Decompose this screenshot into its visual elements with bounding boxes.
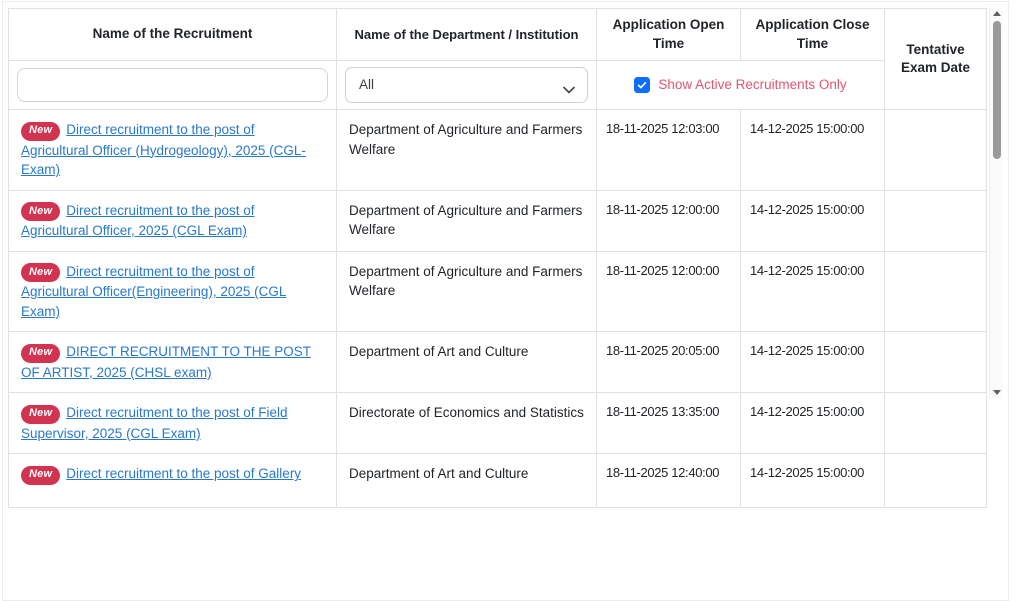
active-recruitments-label: Show Active Recruitments Only: [658, 76, 847, 92]
scrollbar-thumb[interactable]: [993, 21, 1001, 159]
tentative-date-cell: [884, 109, 987, 191]
open-time-cell: 18-11-2025 12:00:00: [596, 189, 741, 252]
open-time-cell: 18-11-2025 12:00:00: [596, 250, 741, 333]
department-cell: Directorate of Economics and Statistics: [336, 392, 597, 455]
recruitment-cell: New Direct recruitment to the post of Agr…: [8, 189, 337, 252]
close-time-cell: 14-12-2025 15:00:00: [740, 453, 885, 509]
close-time-cell: 14-12-2025 15:00:00: [740, 109, 885, 191]
col-header-department: Name of the Department / Institution: [336, 8, 597, 61]
recruitment-cell: New Direct recruitment to the post of Gal…: [8, 453, 337, 509]
new-badge: New: [21, 202, 61, 222]
col-header-tentative-exam-date: Tentative Exam Date: [884, 8, 987, 110]
recruitment-cell: New DIRECT RECRUITMENT TO THE POST OF ART…: [8, 331, 337, 394]
close-time-cell: 14-12-2025 15:00:00: [740, 392, 885, 455]
table-row: New Direct recruitment to the post of Agr…: [8, 189, 987, 252]
recruitment-search-input[interactable]: [17, 68, 328, 102]
col-header-recruitment: Name of the Recruitment: [8, 8, 337, 61]
tentative-line1: Tentative: [906, 41, 965, 57]
department-filter-selected-value: All: [359, 76, 375, 92]
table-row: New Direct recruitment to the post of Agr…: [8, 109, 987, 191]
open-time-cell: 18-11-2025 13:35:00: [596, 392, 741, 455]
recruitment-cell: New Direct recruitment to the post of Fie…: [8, 392, 337, 455]
new-badge: New: [21, 121, 61, 141]
close-time-cell: 14-12-2025 15:00:00: [740, 331, 885, 394]
recruitments-table: Name of the Recruitment Name of the Depa…: [8, 8, 987, 509]
col-header-close-time: Application Close Time: [740, 8, 885, 61]
department-cell: Department of Art and Culture: [336, 453, 597, 509]
recruitment-link[interactable]: DIRECT RECRUITMENT TO THE POST OF ARTIST…: [21, 344, 311, 380]
recruitment-cell: New Direct recruitment to the post of Agr…: [8, 250, 337, 333]
close-time-cell: 14-12-2025 15:00:00: [740, 250, 885, 333]
table-row: New Direct recruitment to the post of Fie…: [8, 392, 987, 455]
tentative-date-cell: [884, 392, 987, 455]
open-time-cell: 18-11-2025 20:05:00: [596, 331, 741, 394]
recruitment-link[interactable]: Direct recruitment to the post of Agricu…: [21, 202, 255, 239]
open-time-cell: 18-11-2025 12:40:00: [596, 453, 741, 509]
recruitment-link[interactable]: Direct recruitment to the post of Agricu…: [21, 263, 287, 319]
scroll-up-arrow-icon[interactable]: [992, 11, 1001, 16]
department-cell: Department of Art and Culture: [336, 331, 597, 394]
tentative-date-cell: [884, 189, 987, 252]
tentative-date-cell: [884, 331, 987, 394]
department-cell: Department of Agriculture and Farmers We…: [336, 250, 597, 333]
tentative-line2: Exam Date: [900, 60, 971, 75]
vertical-scrollbar[interactable]: [989, 7, 1003, 399]
recruitment-link[interactable]: Direct recruitment to the post of Agricu…: [21, 122, 306, 178]
chevron-down-icon: [563, 81, 575, 99]
recruitment-cell: New Direct recruitment to the post of Agr…: [8, 109, 337, 191]
table-row: New DIRECT RECRUITMENT TO THE POST OF ART…: [8, 331, 987, 394]
tentative-date-cell: [884, 250, 987, 333]
tentative-date-cell: [884, 453, 987, 509]
new-badge: New: [21, 404, 61, 424]
recruitment-link[interactable]: Direct recruitment to the post of Galler…: [66, 466, 302, 482]
open-time-cell: 18-11-2025 12:03:00: [596, 109, 741, 191]
new-badge: New: [21, 465, 61, 485]
active-recruitments-checkbox[interactable]: [634, 77, 651, 93]
close-time-cell: 14-12-2025 15:00:00: [740, 189, 885, 252]
department-filter-select[interactable]: All: [345, 67, 588, 103]
new-badge: New: [21, 343, 61, 363]
scroll-down-arrow-icon[interactable]: [992, 390, 1001, 395]
col-header-open-time: Application Open Time: [596, 8, 741, 61]
checkmark-icon: [638, 81, 647, 89]
table-row: New Direct recruitment to the post of Gal…: [8, 453, 987, 509]
table-row: New Direct recruitment to the post of Agr…: [8, 250, 987, 333]
department-cell: Department of Agriculture and Farmers We…: [336, 189, 597, 252]
new-badge: New: [21, 263, 61, 283]
department-cell: Department of Agriculture and Farmers We…: [336, 109, 597, 191]
